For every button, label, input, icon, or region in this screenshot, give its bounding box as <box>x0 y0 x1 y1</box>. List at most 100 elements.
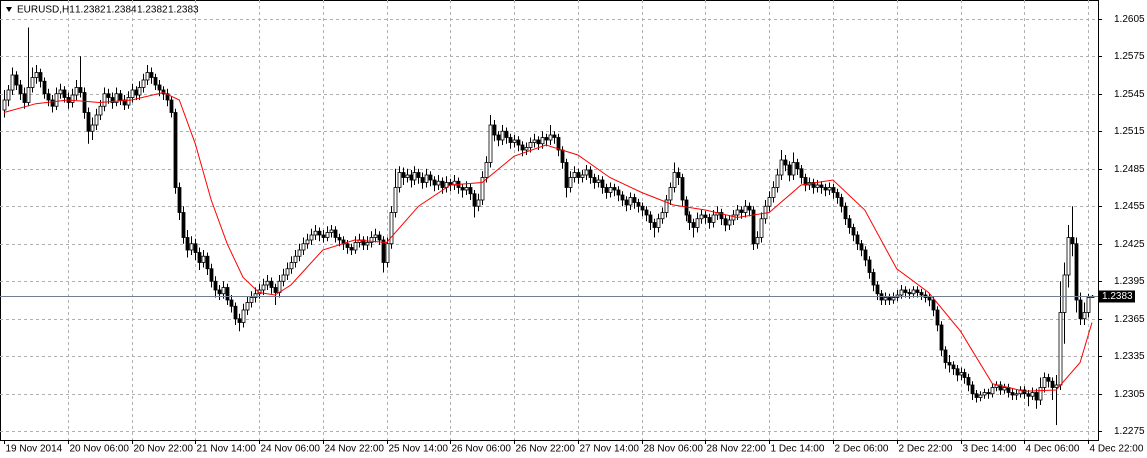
candle-body <box>1062 274 1067 313</box>
candle-body <box>966 377 971 386</box>
candle-body <box>317 230 322 236</box>
candle-body <box>365 242 370 246</box>
x-tick-label: 20 Nov 22:00 <box>134 444 194 455</box>
x-tick-label: 24 Nov 22:00 <box>325 444 385 455</box>
candle-body <box>464 187 469 191</box>
candle-body <box>205 255 210 270</box>
candle-body <box>680 177 685 201</box>
candle-body <box>739 209 744 213</box>
x-tick-label: 4 Dec 22:00 <box>1090 444 1144 455</box>
candle-body <box>373 234 378 238</box>
candle-body <box>536 139 541 145</box>
candle-body <box>835 192 840 198</box>
x-tick-label: 1 Dec 14:00 <box>771 444 825 455</box>
candle-body <box>321 234 326 238</box>
x-tick-label: 2 Dec 06:00 <box>835 444 889 455</box>
y-tick-label: 1.2605 <box>1114 14 1145 25</box>
candle-body <box>691 222 696 228</box>
candle-body <box>58 89 63 95</box>
candle-body <box>927 297 932 301</box>
candle-body <box>1078 299 1083 320</box>
symbol: EURUSD,H1 <box>17 5 75 16</box>
candle-body <box>504 130 509 138</box>
candle-body <box>54 93 59 107</box>
candle-body <box>727 219 732 226</box>
candle-body <box>1014 393 1019 396</box>
candle-body <box>488 124 493 163</box>
candle-body <box>149 72 154 78</box>
candle-body <box>1038 387 1043 401</box>
candle-body <box>1022 389 1027 395</box>
candle-body <box>333 229 338 238</box>
candle-body <box>313 230 318 236</box>
candle-body <box>496 134 501 141</box>
candle-body <box>345 243 350 248</box>
candle-body <box>90 124 95 132</box>
candle-body <box>369 237 374 243</box>
candle-body <box>420 177 425 183</box>
candle-body <box>217 289 222 295</box>
candle-body <box>955 368 960 376</box>
candle-body <box>851 227 856 236</box>
x-tick-label: 2 Dec 22:00 <box>899 444 953 455</box>
candle-body <box>500 130 505 141</box>
candle-body <box>213 280 218 291</box>
candle-body <box>484 162 489 178</box>
candle-body <box>102 93 107 107</box>
candle-body <box>153 77 158 86</box>
candle-body <box>22 93 27 103</box>
candle-body <box>982 392 987 396</box>
candle-body <box>126 97 131 106</box>
candle-body <box>209 268 214 282</box>
candle-body <box>779 159 784 176</box>
candle-body <box>1030 392 1035 397</box>
candle-body <box>229 299 234 307</box>
candle-body <box>281 274 286 282</box>
candle-body <box>771 187 776 198</box>
candle-body <box>6 89 11 101</box>
menu-arrow[interactable] <box>6 7 12 12</box>
candle-body <box>668 187 673 201</box>
candle-body <box>273 287 278 293</box>
candle-body <box>440 180 445 188</box>
candle-body <box>424 174 429 183</box>
candle-body <box>134 89 139 96</box>
y-tick-label: 1.2515 <box>1114 126 1145 137</box>
y-tick-label: 1.2395 <box>1114 276 1145 287</box>
candle-body <box>604 187 609 193</box>
candle-body <box>169 99 174 113</box>
candle-body <box>903 289 908 293</box>
candle-body <box>839 197 844 207</box>
candle-body <box>78 87 83 93</box>
candle-body <box>337 237 342 241</box>
candle-body <box>432 179 437 186</box>
candle-body <box>237 318 242 323</box>
candle-body <box>34 72 39 78</box>
y-tick-label: 1.2485 <box>1114 164 1145 175</box>
candle-body <box>193 243 198 253</box>
candle-body <box>544 137 549 141</box>
candle-body <box>815 184 820 188</box>
candle-body <box>409 174 414 181</box>
candle-body <box>401 172 406 178</box>
candle-body <box>867 259 872 273</box>
candle-body <box>703 214 708 218</box>
candle-body <box>584 169 589 176</box>
candle-body <box>959 372 964 376</box>
candle-body <box>233 305 238 320</box>
candle-body <box>695 218 700 228</box>
candle-body <box>636 202 641 207</box>
candle-body <box>82 92 87 113</box>
candle-body <box>1002 387 1007 391</box>
candle-body <box>596 179 601 183</box>
candle-body <box>711 214 716 223</box>
candle-body <box>911 289 916 295</box>
candle-body <box>377 234 382 241</box>
candle-body <box>480 177 485 201</box>
candle-body <box>185 237 190 251</box>
candle-body <box>652 222 657 228</box>
price-label: 1.2383 <box>1102 291 1133 302</box>
candle-body <box>293 255 298 263</box>
